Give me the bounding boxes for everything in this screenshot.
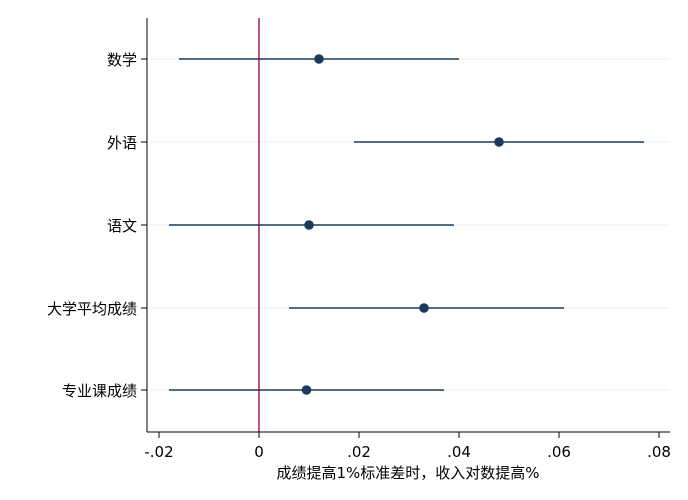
x-tick-label: .04 — [447, 443, 471, 461]
x-tick-layer: -.02 0 .02 .04 .06 .08 — [141, 58, 671, 461]
x-tick-label: -.02 — [144, 443, 173, 461]
category-label: 外语 — [107, 134, 137, 152]
x-tick-label: .08 — [647, 443, 671, 461]
x-tick-label: 0 — [254, 443, 264, 461]
point-layer — [301, 54, 504, 395]
x-tick-label: .02 — [347, 443, 371, 461]
category-label: 语文 — [107, 217, 137, 235]
category-label: 大学平均成绩 — [47, 300, 137, 318]
estimate-point — [301, 385, 312, 395]
estimate-point — [304, 220, 314, 230]
category-label: 数学 — [107, 51, 137, 69]
estimate-point — [419, 303, 429, 313]
category-label: 专业课成绩 — [62, 382, 137, 400]
x-tick-label: .06 — [547, 443, 571, 461]
estimate-point — [494, 137, 504, 147]
estimate-point — [314, 54, 324, 64]
x-axis-title: 成绩提高1%标准差时，收入对数提高% — [276, 464, 539, 482]
